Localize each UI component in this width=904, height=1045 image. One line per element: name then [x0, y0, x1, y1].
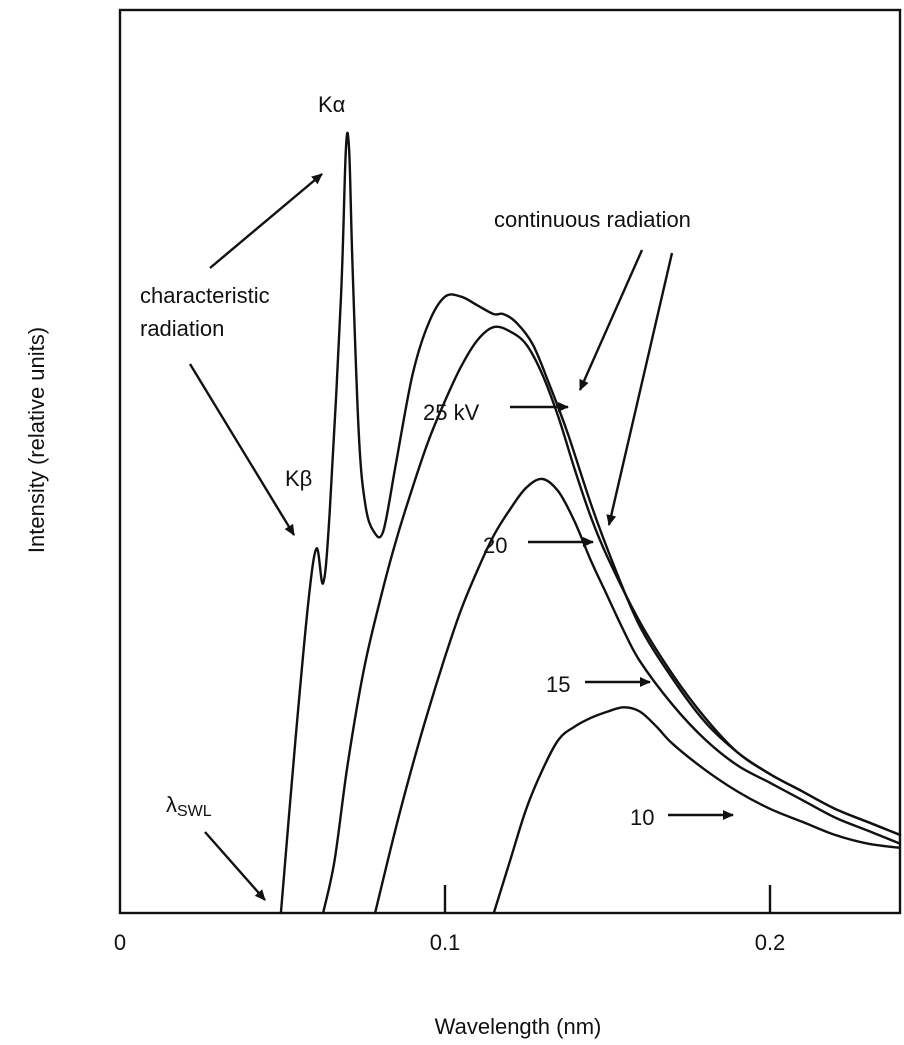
x-tick-label-0: 0	[114, 930, 126, 955]
series-line-3	[492, 706, 902, 915]
label-15kv: 15	[546, 672, 570, 697]
swl-arrow	[204, 831, 266, 901]
characteristic-label-line1: characteristic	[140, 283, 270, 308]
k-alpha-arrow	[209, 173, 323, 269]
series-line-0	[279, 131, 902, 915]
k-beta-label: Kβ	[285, 466, 312, 491]
continuous-radiation-label: continuous radiation	[494, 207, 691, 232]
series-line-1	[321, 325, 902, 915]
swl-lambda-label: λSWL	[166, 792, 212, 820]
label-20kv: 20	[483, 533, 507, 558]
series-line-2	[373, 477, 902, 915]
characteristic-label-line2: radiation	[140, 316, 224, 341]
continuous-arrow-upper	[578, 249, 644, 391]
x-tick-label-1: 0.1	[430, 930, 461, 955]
x-tick-label-2: 0.2	[755, 930, 786, 955]
x-axis-ticks	[443, 885, 772, 913]
plot-frame	[118, 8, 902, 915]
series-group	[279, 131, 902, 915]
k-alpha-label: Kα	[318, 92, 346, 117]
label-10kv: 10	[630, 805, 654, 830]
swl-lambda: λ	[166, 792, 177, 817]
swl-subscript: SWL	[177, 803, 212, 820]
x-axis-tick-labels: 0 0.1 0.2	[114, 930, 785, 955]
continuous-arrow-lower	[606, 252, 674, 526]
k-beta-arrow	[188, 363, 296, 536]
label-25kv: 25 kV	[423, 400, 480, 425]
y-axis-label: Intensity (relative units)	[24, 327, 49, 553]
x-axis-label: Wavelength (nm)	[435, 1014, 602, 1039]
